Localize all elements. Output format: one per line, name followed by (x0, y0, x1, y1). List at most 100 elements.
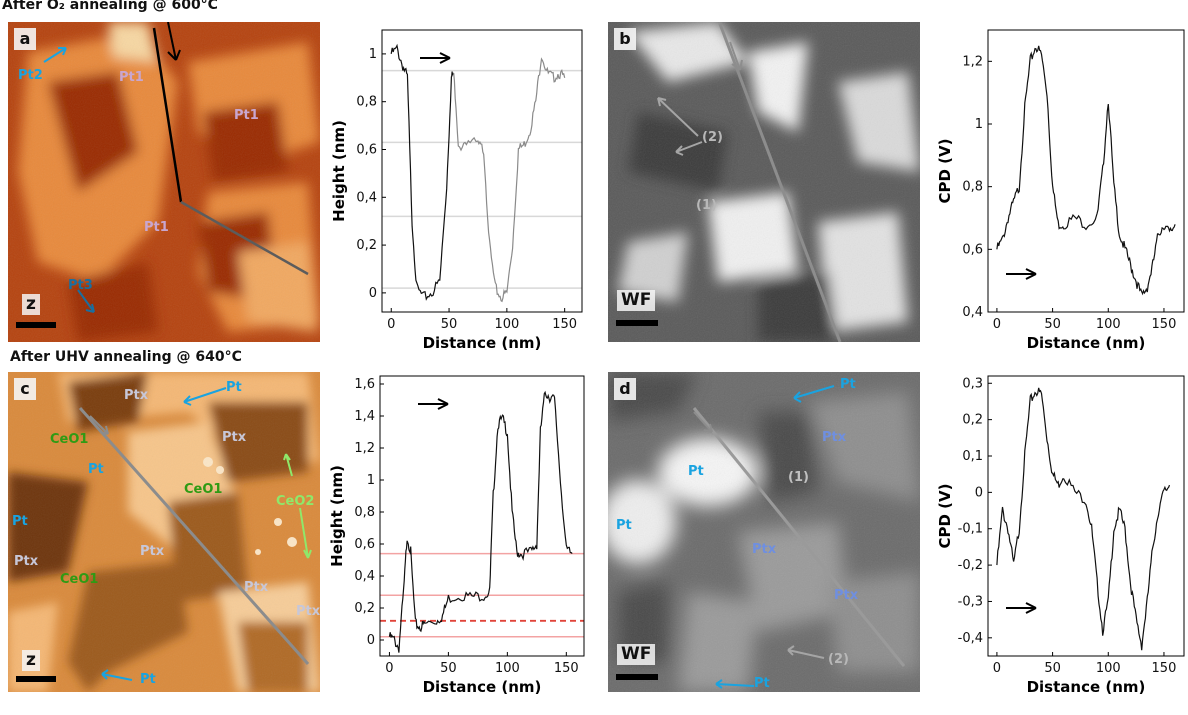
panel-b-workfunction-map: b (2) (1) WF (608, 22, 920, 342)
x-axis-label: Distance (nm) (1027, 678, 1146, 696)
panel-c-label-ceo1: CeO1 (184, 482, 223, 497)
panel-c-label-ptx: Ptx (244, 580, 269, 595)
x-tick-label: 50 (1044, 661, 1061, 676)
y-tick-label: -0,4 (958, 631, 983, 646)
panel-d-label-ptx: Ptx (822, 430, 847, 445)
panel-d-scale-bar (616, 674, 658, 680)
panel-d-label-pt: Pt (616, 518, 632, 533)
y-tick-label: 0 (369, 286, 377, 301)
panel-a-scale-bar (16, 322, 56, 328)
data-series-line (453, 57, 566, 303)
y-tick-label: 0 (975, 485, 983, 500)
panel-c-channel-badge: z (22, 650, 40, 671)
x-tick-label: 0 (993, 661, 1001, 676)
cpd-profile-bottom-plot: 0 50 100 150 -0,4 -0,3 -0,2 -0,1 0 0,1 0,2 0,3 Dista… (928, 366, 1188, 711)
y-tick-label: 0,4 (356, 190, 377, 205)
panel-d-label-pt: Pt (754, 676, 770, 691)
y-tick-label: 0 (367, 633, 375, 648)
y-tick-label: 0,6 (356, 142, 377, 157)
cpd-profile-top-plot: 0 50 100 150 0,4 0,6 0,8 1 1,2 Distance (nm) CPD (… (928, 20, 1188, 360)
x-tick-label: 0 (387, 317, 395, 332)
data-series-line (388, 390, 573, 653)
panel-c-label-ceo1: CeO1 (50, 432, 89, 447)
x-tick-label: 0 (993, 317, 1001, 332)
height-profile-bottom-plot: 0 50 100 150 0 0,2 0,4 0,6 0,8 1 1,2 1,4 1,6 Distance… (328, 366, 590, 711)
y-axis-label: Height (nm) (328, 465, 346, 567)
cpd-profile-top-svg: 0 50 100 150 0,4 0,6 0,8 1 1,2 Distance (nm) CPD (… (936, 29, 1185, 352)
y-tick-label: 0,8 (356, 95, 377, 110)
cpd-profile-bottom-svg: 0 50 100 150 -0,4 -0,3 -0,2 -0,1 0 0,1 0,2 0,3 Dista… (936, 375, 1185, 696)
x-axis-label: Distance (nm) (1027, 334, 1146, 352)
y-tick-label: -0,2 (958, 558, 983, 573)
panel-d-map-image (608, 372, 920, 692)
y-tick-label: 1,2 (962, 54, 983, 69)
y-tick-label: 0,4 (354, 569, 375, 584)
panel-c-label-pt: Pt (12, 514, 28, 529)
panel-b-scale-bar (616, 320, 658, 326)
x-tick-label: 150 (552, 317, 577, 332)
x-tick-label: 100 (495, 661, 520, 676)
y-axis-label: CPD (V) (936, 484, 954, 549)
scan-direction-arrow (1006, 268, 1037, 280)
panel-a-label-pt1: Pt1 (119, 70, 144, 85)
panel-a-label-pt2: Pt2 (18, 68, 43, 83)
panel-c-letter: c (14, 378, 36, 400)
x-axis-label: Distance (nm) (423, 334, 542, 352)
y-tick-label: 1,2 (354, 441, 375, 456)
panel-c-label-ptx: Ptx (140, 544, 165, 559)
plot-frame (381, 29, 583, 313)
x-tick-label: 0 (385, 661, 393, 676)
y-tick-label: 0,2 (962, 413, 983, 428)
panel-b-letter: b (614, 28, 636, 50)
height-profile-top-svg: 0 50 100 150 0 0,2 0,4 0,6 0,8 1 Distance (nm) Heig… (330, 29, 583, 352)
panel-c-map-image (8, 372, 320, 692)
panel-a-label-pt1: Pt1 (144, 220, 169, 235)
y-tick-label: 0,6 (962, 242, 983, 257)
panel-d-workfunction-map: d Pt Ptx Pt (1) Pt Ptx Ptx (2) Pt WF (608, 372, 920, 692)
row-title-bottom: After UHV annealing @ 640°C (10, 349, 242, 365)
panel-b-label-1: (1) (696, 198, 717, 213)
y-tick-label: 0,1 (962, 449, 983, 464)
panel-d-label-pt: Pt (840, 377, 856, 392)
height-profile-top-plot: 0 50 100 150 0 0,2 0,4 0,6 0,8 1 Distance (nm) Heig… (330, 20, 590, 360)
x-tick-label: 150 (1152, 661, 1177, 676)
y-tick-label: 1,6 (354, 377, 375, 392)
x-tick-label: 150 (1152, 317, 1177, 332)
y-tick-label: -0,1 (958, 522, 983, 537)
panel-d-label-2: (2) (828, 652, 849, 667)
panel-c-label-ceo2: CeO2 (276, 494, 315, 509)
x-tick-label: 150 (554, 661, 579, 676)
panel-c-label-ptx: Ptx (222, 430, 247, 445)
panel-c-label-ptx: Ptx (14, 554, 39, 569)
panel-c-label-pt: Pt (140, 672, 156, 687)
y-tick-label: 0,3 (962, 376, 983, 391)
y-tick-label: 1 (975, 117, 983, 132)
y-axis-label: Height (nm) (330, 120, 348, 222)
panel-a-channel-badge: z (22, 294, 40, 315)
plot-frame (987, 29, 1185, 313)
y-tick-label: 1,4 (354, 409, 375, 424)
panel-d-letter: d (614, 378, 636, 400)
scan-direction-arrow (420, 52, 451, 64)
panel-b-map-image (608, 22, 920, 342)
panel-a-letter: a (14, 28, 36, 50)
data-series-line (390, 43, 455, 301)
plot-frame (987, 375, 1185, 657)
y-tick-label: 0,6 (354, 537, 375, 552)
scan-direction-arrow (1006, 602, 1037, 614)
y-tick-label: 0,8 (354, 505, 375, 520)
y-tick-label: 0,2 (354, 601, 375, 616)
y-tick-label: 0,4 (962, 305, 983, 320)
y-tick-label: 1 (367, 473, 375, 488)
panel-d-label-ptx: Ptx (752, 542, 777, 557)
x-tick-label: 100 (1096, 317, 1121, 332)
panel-a-label-pt3: Pt3 (68, 278, 93, 293)
row-title-top: After O₂ annealing @ 600°C (2, 0, 218, 13)
data-series-line (996, 387, 1171, 651)
x-tick-label: 50 (440, 661, 457, 676)
height-profile-bottom-svg: 0 50 100 150 0 0,2 0,4 0,6 0,8 1 1,2 1,4 1,6 Distance… (328, 375, 585, 696)
x-tick-label: 50 (1044, 317, 1061, 332)
x-axis-label: Distance (nm) (423, 678, 542, 696)
y-tick-label: 0,8 (962, 180, 983, 195)
y-tick-label: -0,3 (958, 594, 983, 609)
